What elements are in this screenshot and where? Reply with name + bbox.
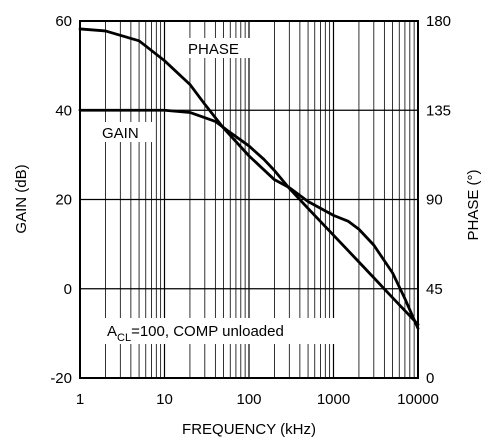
y-tick-label: 20 (55, 192, 72, 209)
y2-axis-title: PHASE (°) (465, 169, 482, 240)
phase-series-label: PHASE (188, 41, 239, 58)
x-tick-label: 10000 (397, 391, 439, 408)
x-tick-label: 10 (156, 391, 173, 408)
tick-labels: 1 10 100 1000 10000 60 40 20 0 -20 180 135 90 45 0 (50, 13, 451, 408)
condition-prefix: A (107, 323, 117, 340)
y2-tick-label: 0 (426, 370, 434, 387)
y-tick-label: 0 (64, 281, 72, 298)
y-tick-label: 40 (55, 102, 72, 119)
series-phase-line (78, 27, 420, 330)
y2-tick-label: 135 (426, 102, 451, 119)
condition-annotation: ACL=100, COMP unloaded (105, 318, 345, 344)
x-axis-title: FREQUENCY (kHz) (182, 421, 316, 438)
gain-series-label: GAIN (102, 125, 139, 142)
y2-tick-label: 45 (426, 281, 443, 298)
series-gain-line (78, 108, 420, 326)
plot-frame (79, 20, 419, 379)
phase-annotation: PHASE (186, 38, 254, 58)
series-layer (78, 27, 420, 330)
x-tick-label: 100 (236, 391, 261, 408)
x-tick-label: 1 (76, 391, 84, 408)
x-tick-label: 1000 (317, 391, 350, 408)
y-tick-label: -20 (50, 370, 72, 387)
gain-annotation: GAIN (100, 122, 152, 142)
y2-tick-label: 90 (426, 192, 443, 209)
y-tick-label: 60 (55, 13, 72, 30)
condition-subscript: CL (117, 332, 131, 344)
condition-label: ACL=100, COMP unloaded (107, 323, 284, 344)
condition-rest: =100, COMP unloaded (131, 323, 284, 340)
y2-tick-label: 180 (426, 13, 451, 30)
y-axis-title: GAIN (dB) (13, 164, 30, 233)
